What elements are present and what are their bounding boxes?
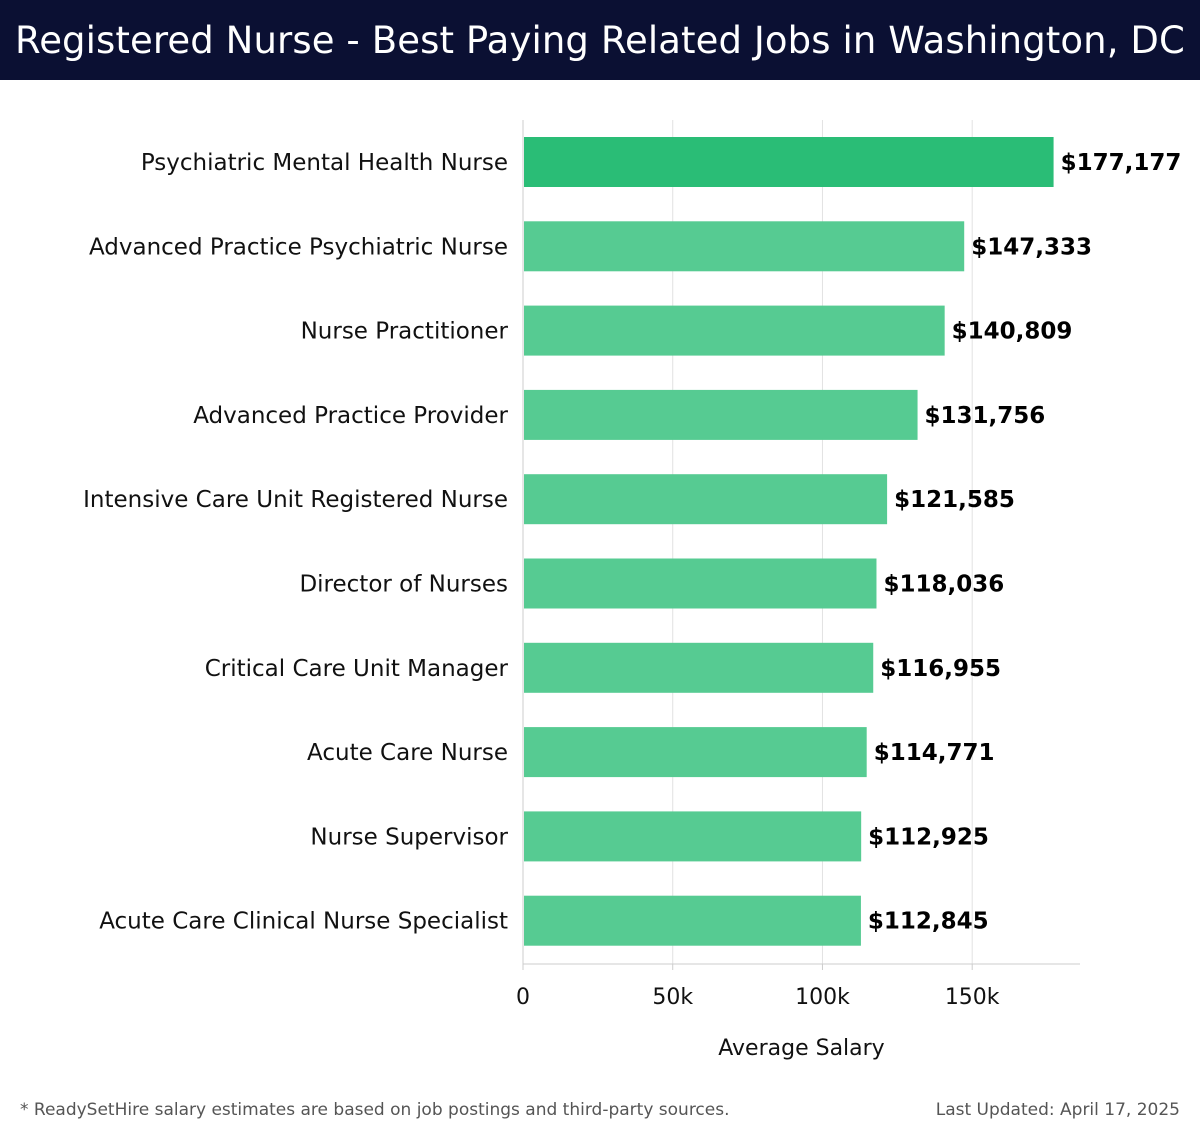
- bar: [524, 558, 877, 609]
- value-label: $121,585: [894, 487, 1015, 513]
- bar: [524, 727, 867, 778]
- category-label: Nurse Practitioner: [301, 319, 509, 345]
- category-label: Acute Care Nurse: [307, 740, 508, 766]
- x-axis-label: Average Salary: [718, 1036, 884, 1061]
- category-label: Psychiatric Mental Health Nurse: [141, 150, 508, 176]
- bar: [524, 389, 918, 440]
- value-label: $112,845: [868, 909, 989, 935]
- value-label: $131,756: [925, 403, 1046, 429]
- bar: [524, 474, 888, 525]
- bar: [524, 642, 874, 693]
- category-label: Acute Care Clinical Nurse Specialist: [99, 909, 508, 935]
- bar-chart: Psychiatric Mental Health Nurse $177,177 A…: [83, 120, 1182, 1061]
- value-label: $112,925: [868, 824, 989, 850]
- x-tick-label: 100k: [795, 985, 850, 1010]
- footer-updated: Last Updated: April 17, 2025: [935, 1100, 1180, 1120]
- bar: [524, 811, 862, 862]
- category-label: Advanced Practice Provider: [193, 403, 508, 429]
- x-tick-label: 150k: [945, 985, 1000, 1010]
- x-tick-label: 0: [516, 985, 530, 1010]
- value-label: $147,333: [971, 234, 1092, 260]
- bar: [524, 895, 861, 946]
- bar: [524, 305, 945, 356]
- title-bar: Registered Nurse - Best Paying Related J…: [0, 0, 1200, 80]
- value-label: $177,177: [1061, 150, 1182, 176]
- footer-note: * ReadySetHire salary estimates are base…: [20, 1100, 730, 1120]
- category-label: Director of Nurses: [299, 572, 508, 598]
- category-label: Intensive Care Unit Registered Nurse: [83, 487, 508, 513]
- x-tick-label: 50k: [652, 985, 693, 1010]
- value-label: $116,955: [880, 656, 1001, 682]
- bar: [524, 221, 965, 272]
- value-label: $114,771: [874, 740, 995, 766]
- bar: [524, 137, 1054, 187]
- category-label: Critical Care Unit Manager: [205, 656, 509, 682]
- chart-title: Registered Nurse - Best Paying Related J…: [15, 18, 1185, 62]
- category-label: Nurse Supervisor: [310, 824, 508, 850]
- value-label: $140,809: [952, 319, 1073, 345]
- value-label: $118,036: [883, 572, 1004, 598]
- category-label: Advanced Practice Psychiatric Nurse: [89, 234, 508, 260]
